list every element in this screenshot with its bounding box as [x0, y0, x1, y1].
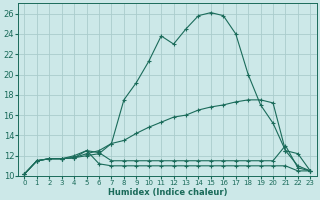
X-axis label: Humidex (Indice chaleur): Humidex (Indice chaleur) [108, 188, 227, 197]
